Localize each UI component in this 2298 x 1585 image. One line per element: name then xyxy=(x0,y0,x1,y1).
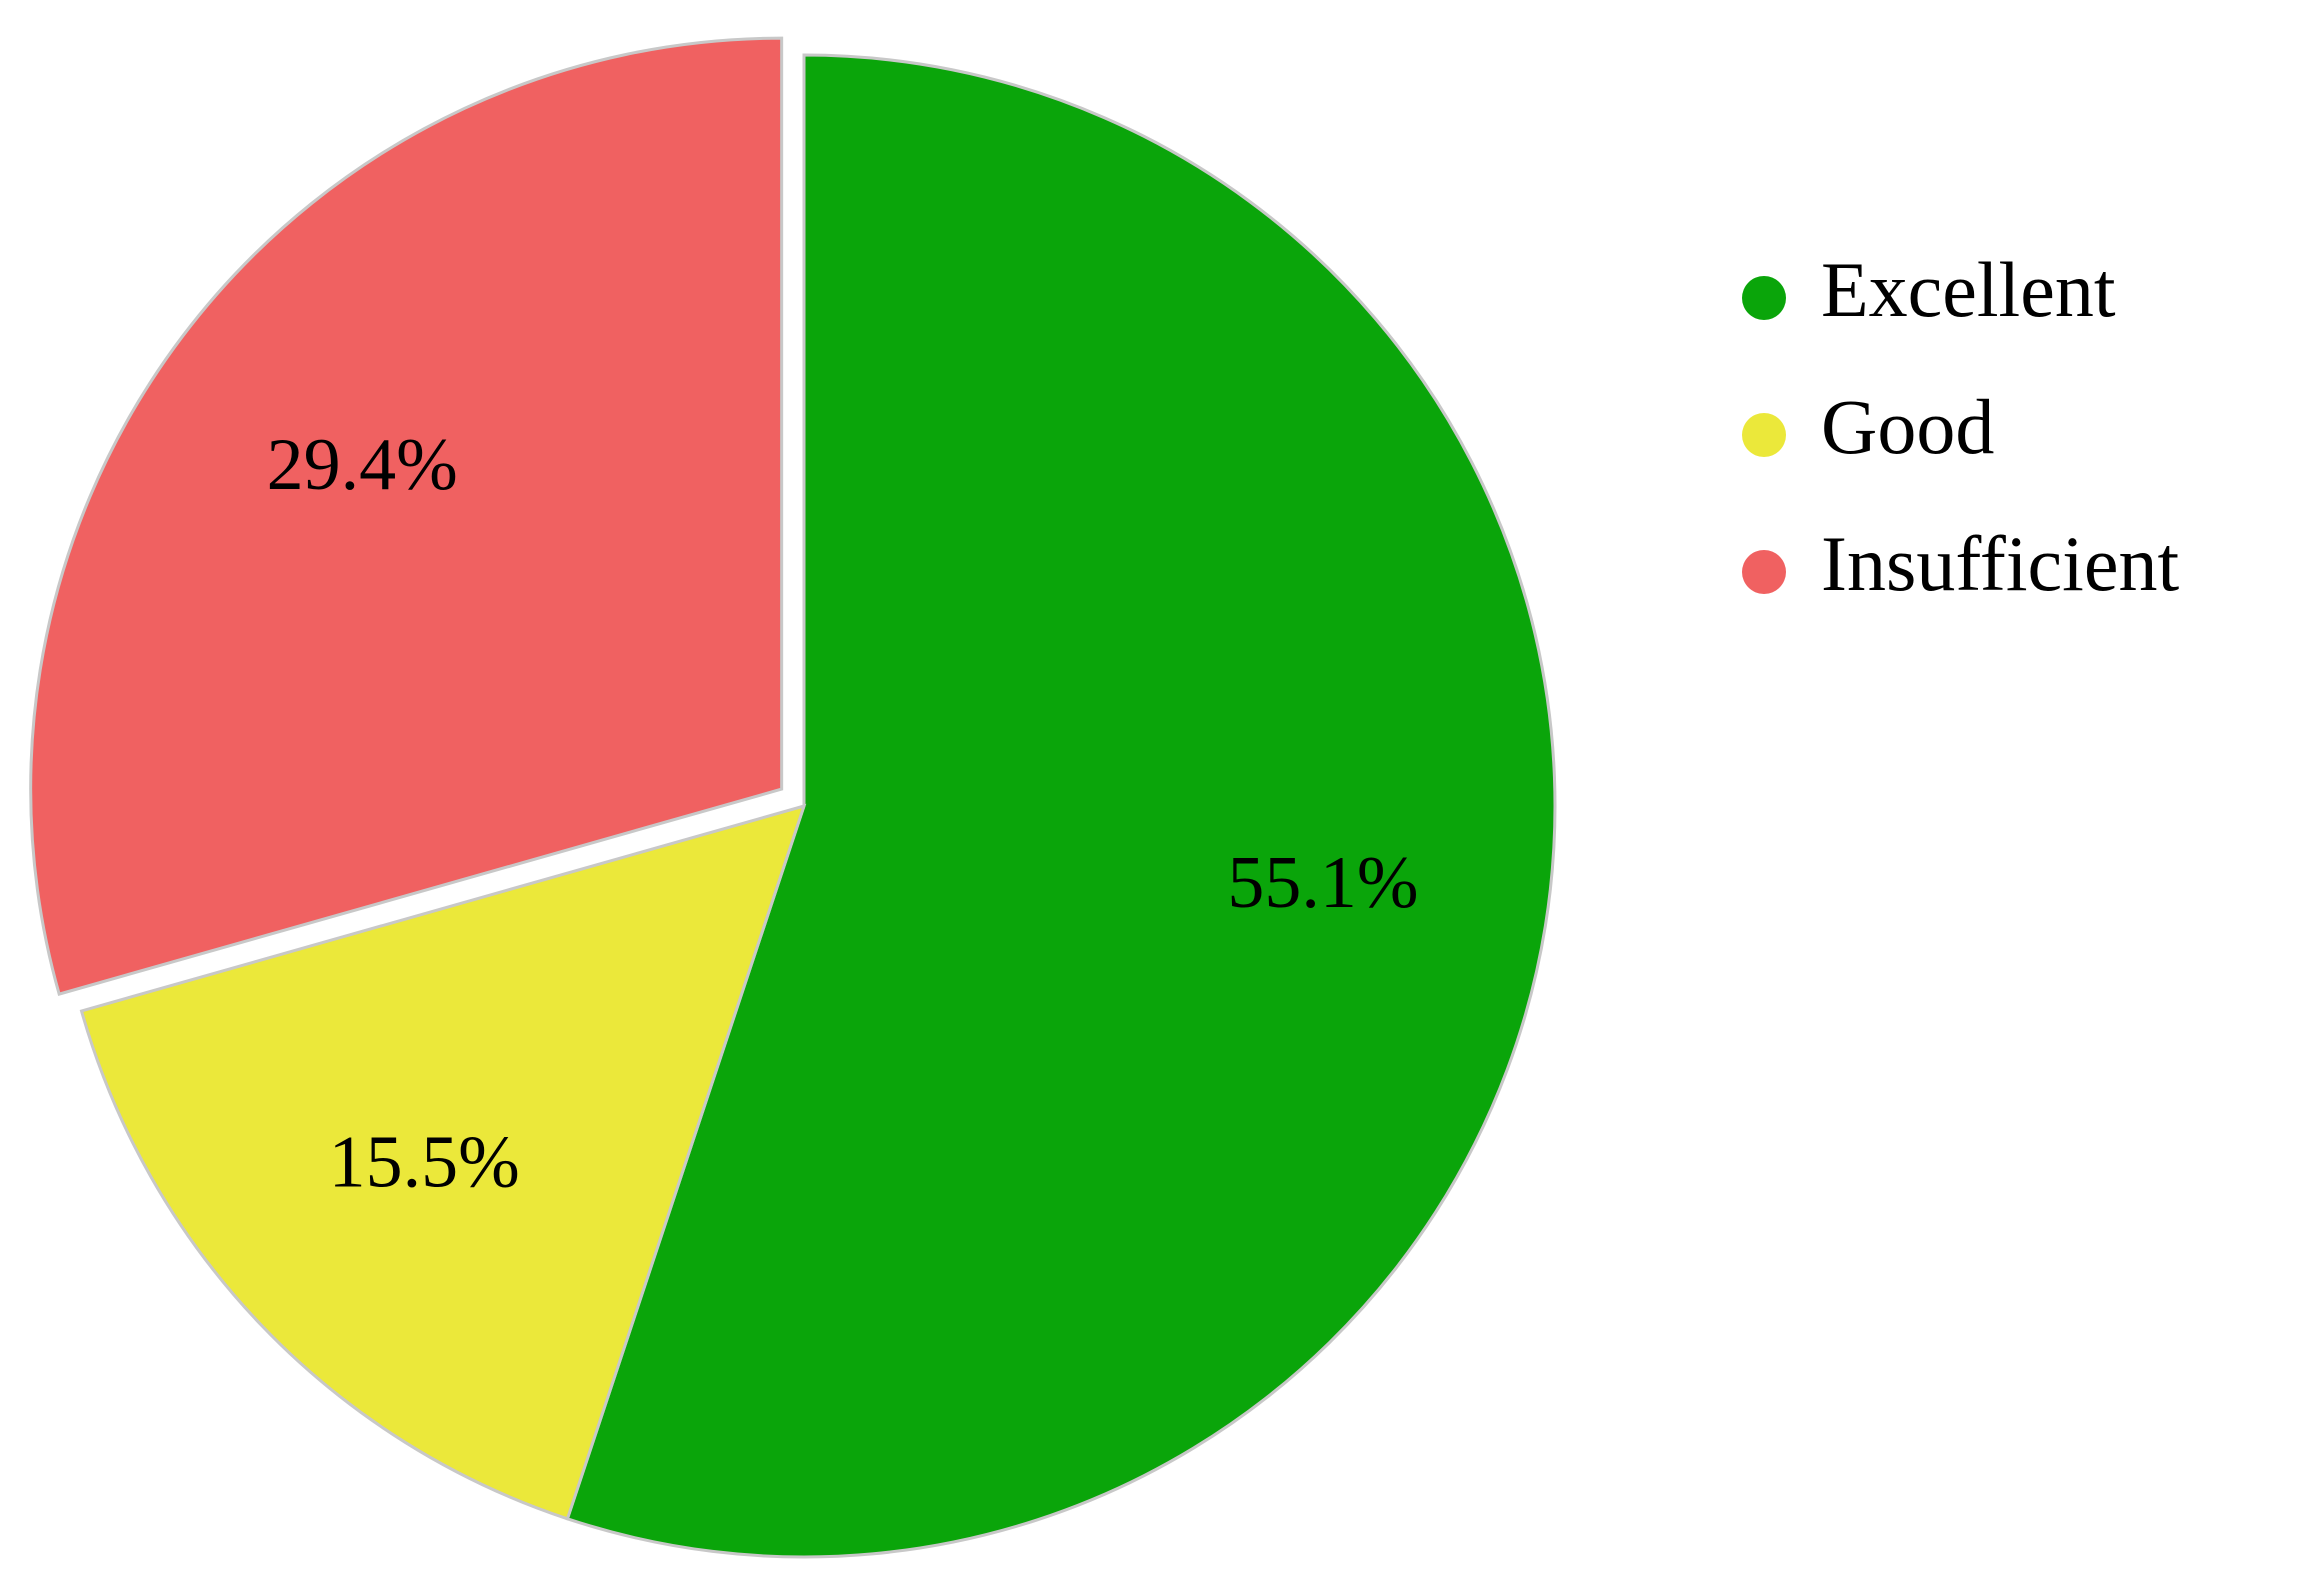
slice-label: 29.4% xyxy=(267,424,458,506)
slice-label: 55.1% xyxy=(1227,842,1418,924)
legend-label: Good xyxy=(1821,383,1994,470)
pie-slice xyxy=(29,36,784,996)
legend-label: Insufficient xyxy=(1821,520,2179,607)
legend-label: Excellent xyxy=(1821,246,2116,333)
pie-slice xyxy=(79,803,807,1521)
slice-label: 15.5% xyxy=(329,1121,520,1203)
pie-slice xyxy=(565,53,1557,1559)
legend-marker xyxy=(1742,550,1786,594)
legend-marker xyxy=(1742,413,1786,457)
legend-marker xyxy=(1742,276,1786,320)
